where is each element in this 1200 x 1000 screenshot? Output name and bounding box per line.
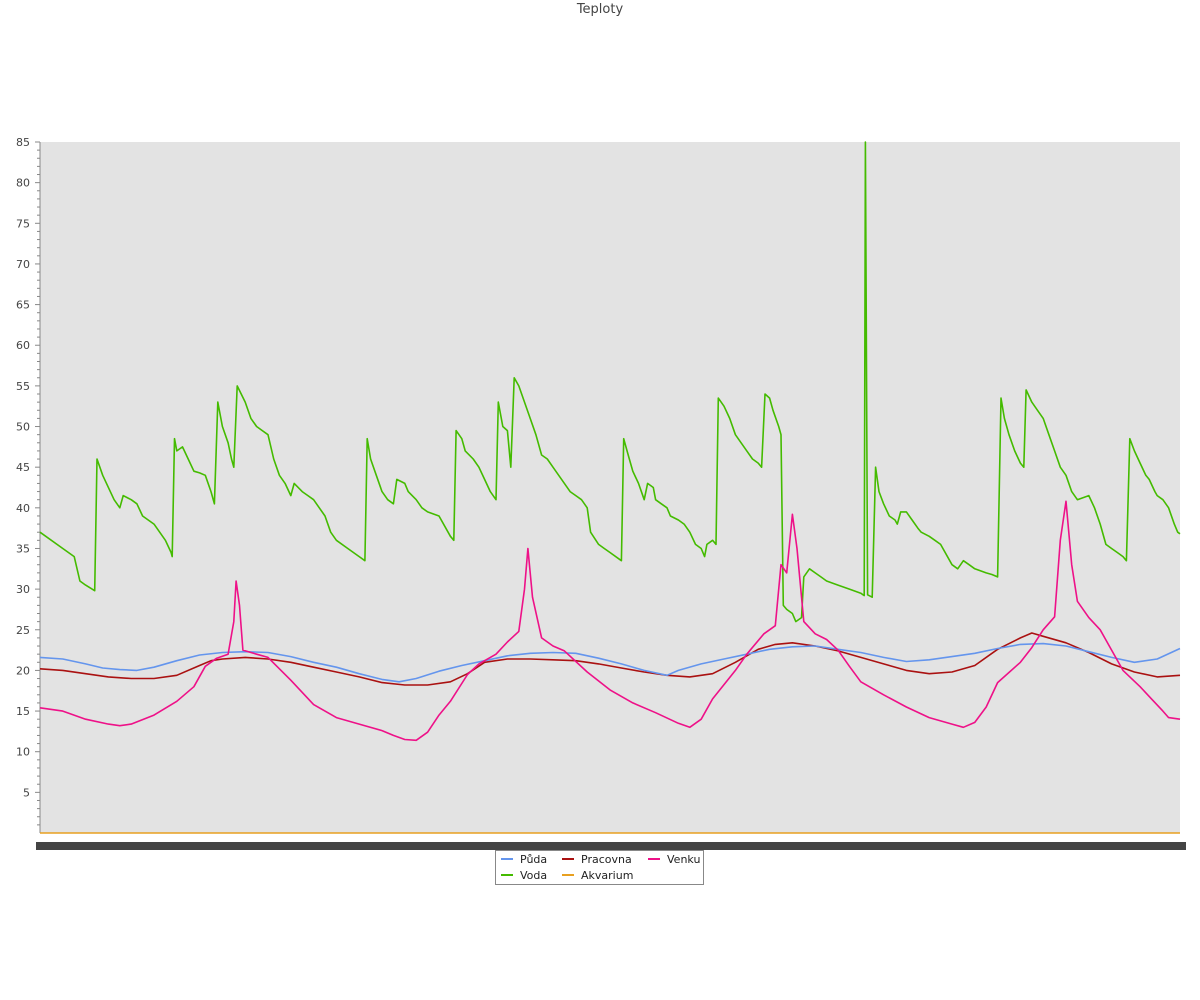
legend-swatch <box>501 874 513 876</box>
y-tick-label: 65 <box>16 299 30 312</box>
plot-background <box>40 142 1180 833</box>
series-line-půda <box>39 642 1181 683</box>
y-tick-label: 70 <box>16 258 30 271</box>
y-axis: 5 10 15 20 25 30 35 40 45 50 55 60 65 70 75 80 85 <box>16 136 41 833</box>
legend-item: Půda <box>501 853 547 867</box>
y-tick-label: 80 <box>16 177 30 190</box>
legend: Půda Pracovna Venku Voda Akvarium <box>495 850 704 885</box>
legend-label: Voda <box>520 869 548 882</box>
legend-swatch <box>501 858 513 860</box>
y-tick-label: 20 <box>16 664 30 677</box>
y-tick-label: 55 <box>16 380 30 393</box>
y-tick-label: 85 <box>16 136 30 149</box>
y-tick-label: 60 <box>16 339 30 352</box>
y-tick-label: 35 <box>16 542 30 555</box>
y-tick-label: 45 <box>16 461 30 474</box>
y-tick-label: 5 <box>23 786 30 799</box>
y-tick-label: 25 <box>16 624 30 637</box>
y-tick-label: 10 <box>16 746 30 759</box>
legend-item: Pracovna <box>562 853 632 867</box>
legend-item: Voda <box>501 869 547 883</box>
series-line-voda <box>39 141 1181 623</box>
y-tick-label: 40 <box>16 502 30 515</box>
y-tick-label: 75 <box>16 217 30 230</box>
legend-label: Pracovna <box>581 853 632 866</box>
x-axis-band <box>36 842 1186 850</box>
y-tick-label: 50 <box>16 421 30 434</box>
y-tick-label: 15 <box>16 705 30 718</box>
chart-title: Teploty <box>576 2 624 17</box>
series-layer <box>39 141 1181 834</box>
legend-item: Akvarium <box>562 869 633 883</box>
y-tick-label: 30 <box>16 583 30 596</box>
legend-swatch <box>562 874 574 876</box>
legend-swatch <box>562 858 574 860</box>
legend-swatch <box>648 858 660 860</box>
legend-item: Venku <box>648 853 700 867</box>
series-line-venku <box>39 500 1181 742</box>
legend-label: Venku <box>667 853 701 866</box>
legend-label: Půda <box>520 853 548 866</box>
legend-label: Akvarium <box>581 869 634 882</box>
